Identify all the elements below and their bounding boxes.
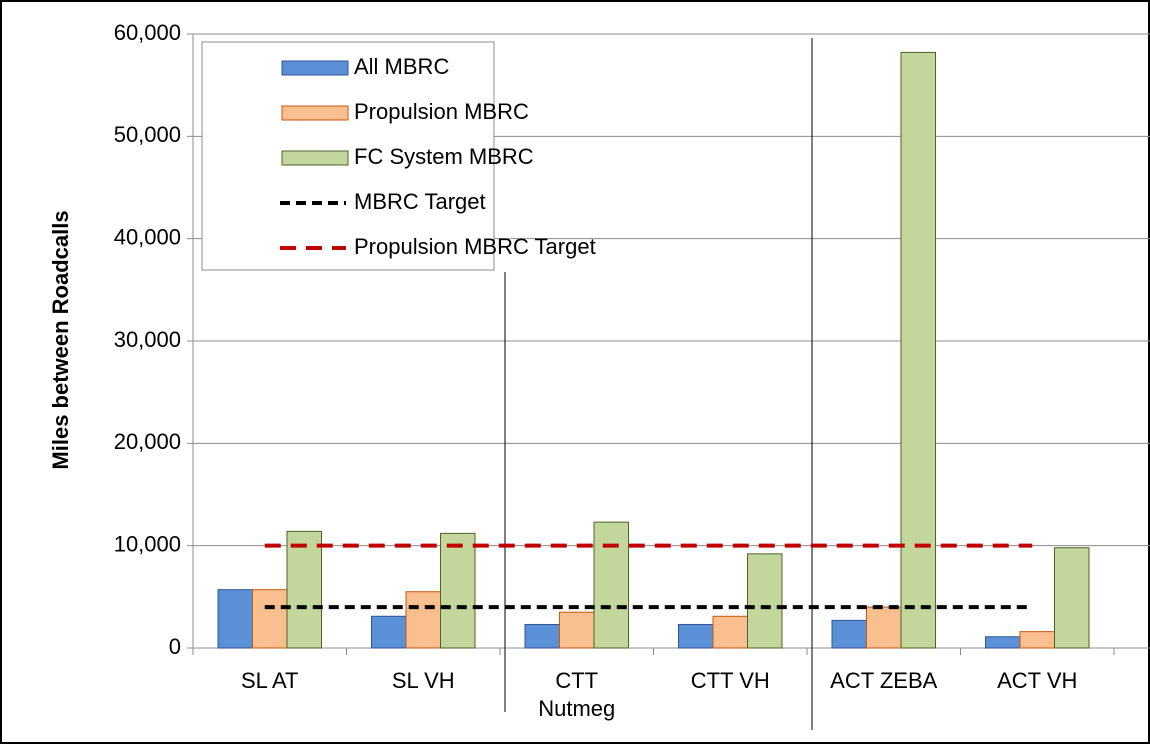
legend-label: FC System MBRC — [354, 144, 534, 169]
x-tick-label: SL AT — [241, 668, 298, 693]
bar — [252, 589, 288, 649]
bar — [747, 553, 783, 649]
bar — [985, 636, 1021, 649]
x-tick-label: ACT ZEBA — [830, 668, 938, 693]
y-tick-label: 10,000 — [114, 531, 181, 556]
bar — [1019, 631, 1055, 649]
bar — [678, 623, 714, 649]
legend-swatch — [281, 150, 349, 166]
legend-label: All MBRC — [354, 54, 449, 79]
bar — [371, 615, 407, 649]
bar — [1054, 547, 1090, 649]
legend-swatch — [281, 60, 349, 76]
x-tick-label: Nutmeg — [538, 696, 615, 721]
x-tick-label: SL VH — [392, 668, 455, 693]
y-tick-label: 50,000 — [114, 122, 181, 147]
y-tick-label: 60,000 — [114, 20, 181, 45]
bar — [559, 611, 595, 649]
bar — [712, 615, 748, 649]
y-tick-label: 0 — [169, 634, 181, 659]
y-tick-label: 20,000 — [114, 429, 181, 454]
y-axis-title: Miles between Roadcalls — [48, 210, 73, 469]
bar — [866, 606, 902, 649]
legend-label: MBRC Target — [354, 189, 486, 214]
bar — [286, 530, 322, 649]
y-tick-label: 40,000 — [114, 224, 181, 249]
x-tick-label: CTT VH — [691, 668, 770, 693]
y-tick-label: 30,000 — [114, 327, 181, 352]
bar — [217, 589, 253, 649]
legend-label: Propulsion MBRC — [354, 99, 529, 124]
bar — [440, 532, 476, 649]
bar — [593, 521, 629, 649]
legend-label: Propulsion MBRC Target — [354, 234, 596, 259]
bar — [524, 623, 560, 649]
bar — [900, 51, 936, 649]
bar — [405, 591, 441, 649]
bar — [831, 619, 867, 649]
legend-swatch — [281, 105, 349, 121]
x-tick-label: ACT VH — [997, 668, 1077, 693]
x-tick-label: CTT — [555, 668, 598, 693]
